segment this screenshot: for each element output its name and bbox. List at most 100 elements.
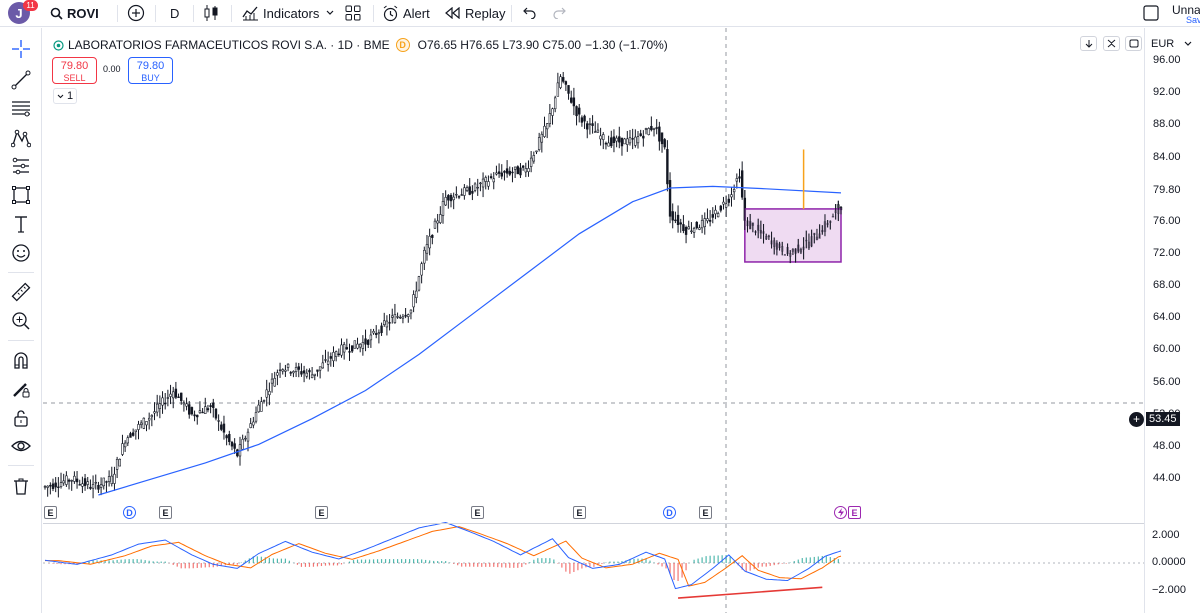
candle-body <box>102 477 105 487</box>
candle-body <box>481 178 485 188</box>
candle-body <box>131 432 135 436</box>
candle-body <box>262 400 266 402</box>
collapse-legend-button[interactable]: 1 <box>53 88 77 104</box>
candle-body <box>278 369 282 371</box>
candle-body <box>652 127 656 130</box>
measure-tool[interactable] <box>8 279 34 305</box>
candle-body <box>626 138 629 145</box>
forecast-tool[interactable] <box>8 153 34 179</box>
candle-body <box>321 362 324 369</box>
earnings-event-marker[interactable]: E <box>699 506 712 519</box>
visibility-tool[interactable] <box>8 433 34 459</box>
maximize-pane-button[interactable] <box>1125 36 1142 51</box>
icon-tool[interactable] <box>8 240 34 266</box>
undo-button[interactable] <box>522 0 536 26</box>
shape-tool[interactable] <box>8 182 34 208</box>
layout-checkbox[interactable] <box>1143 0 1159 26</box>
candle-body <box>634 136 637 146</box>
pattern-tool[interactable] <box>8 125 34 151</box>
flash-event-marker[interactable] <box>834 506 847 519</box>
delayed-badge[interactable]: D <box>395 38 410 52</box>
alert-button[interactable]: Alert <box>382 0 430 26</box>
symbol-label: ROVI <box>67 5 99 21</box>
candle-body <box>473 183 477 191</box>
sell-button[interactable]: 79.80 SELL <box>52 57 97 84</box>
candle-body <box>420 263 423 276</box>
earnings-event-marker[interactable]: E <box>44 506 57 519</box>
earnings-event-marker[interactable]: E <box>848 506 861 519</box>
candle-body <box>190 407 194 415</box>
earnings-event-marker[interactable]: E <box>471 506 484 519</box>
candle-body <box>433 220 437 229</box>
candle-body <box>185 403 188 407</box>
symbol-search[interactable]: ROVI <box>50 0 99 26</box>
symbol-title[interactable]: LABORATORIOS FARMACEUTICOS ROVI S.A. · 1… <box>68 38 390 52</box>
candle-body <box>118 458 121 467</box>
crosshair-price-label[interactable]: + 53.45 <box>1129 411 1180 427</box>
drawing-mode-tool[interactable] <box>8 376 34 402</box>
candle-body <box>612 136 616 144</box>
currency-selector[interactable]: EUR <box>1148 36 1193 52</box>
save-status[interactable]: Sav <box>1186 15 1200 25</box>
candle-body <box>497 171 501 174</box>
earnings-event-marker[interactable]: E <box>315 506 328 519</box>
fib-tool[interactable] <box>8 95 34 121</box>
chevron-down-icon <box>57 94 64 98</box>
candle-body <box>738 176 741 179</box>
candle-body <box>391 315 394 318</box>
candle-body <box>567 85 570 94</box>
candle-body <box>369 334 373 341</box>
candle-body <box>300 371 303 375</box>
dividend-event-marker[interactable]: D <box>123 506 136 519</box>
layouts-button[interactable] <box>345 0 361 26</box>
move-pane-down-button[interactable] <box>1080 36 1097 51</box>
remove-drawings-tool[interactable] <box>8 473 34 499</box>
crosshair-tool[interactable] <box>8 36 34 62</box>
candle-body <box>180 392 183 402</box>
magnet-tool[interactable] <box>8 347 34 373</box>
earnings-event-marker[interactable]: E <box>159 506 172 519</box>
divider <box>117 5 118 22</box>
notification-badge: 11 <box>23 0 38 11</box>
candle-body <box>46 485 49 488</box>
grid-icon <box>345 5 361 21</box>
candle-body <box>521 165 525 168</box>
candle-body <box>201 411 204 414</box>
chart-type-button[interactable] <box>203 0 219 26</box>
candle-body <box>142 417 146 429</box>
candle-body <box>596 129 600 133</box>
earnings-event-marker[interactable]: E <box>573 506 586 519</box>
alert-label: Alert <box>403 5 430 21</box>
layout-name[interactable]: Unnar <box>1172 3 1200 17</box>
macd-signal-line <box>45 526 842 587</box>
candle-body <box>666 149 669 185</box>
price-scale[interactable] <box>1144 28 1200 613</box>
candle-body <box>559 76 562 88</box>
candle-body <box>644 128 648 130</box>
lock-tool[interactable] <box>8 405 34 431</box>
zoom-tool[interactable] <box>8 308 34 334</box>
trend-line-tool[interactable] <box>8 67 34 93</box>
candle-body <box>342 344 346 353</box>
collapse-pane-button[interactable] <box>1103 36 1120 51</box>
pane-separator[interactable] <box>43 523 1200 524</box>
indicators-dropdown[interactable] <box>326 0 334 26</box>
candle-body <box>615 137 618 142</box>
indicators-button[interactable]: Indicators <box>242 0 319 26</box>
visibility-dot-icon[interactable] <box>53 39 64 51</box>
plus-circle-icon <box>127 4 145 22</box>
buy-button[interactable]: 79.80 BUY <box>128 57 173 84</box>
chevron-down-icon <box>326 10 334 15</box>
candle-body <box>727 198 731 203</box>
replay-button[interactable]: Replay <box>445 0 505 26</box>
candle-body <box>650 125 653 131</box>
compare-button[interactable] <box>127 0 145 26</box>
candle-body <box>260 401 263 412</box>
interval-button[interactable]: D <box>170 5 180 21</box>
price-chart[interactable] <box>43 28 1144 613</box>
dividend-event-marker[interactable]: D <box>663 506 676 519</box>
text-tool[interactable] <box>8 211 34 237</box>
candle-body <box>684 227 688 235</box>
plus-icon[interactable]: + <box>1129 411 1144 427</box>
redo-button[interactable] <box>553 0 567 26</box>
